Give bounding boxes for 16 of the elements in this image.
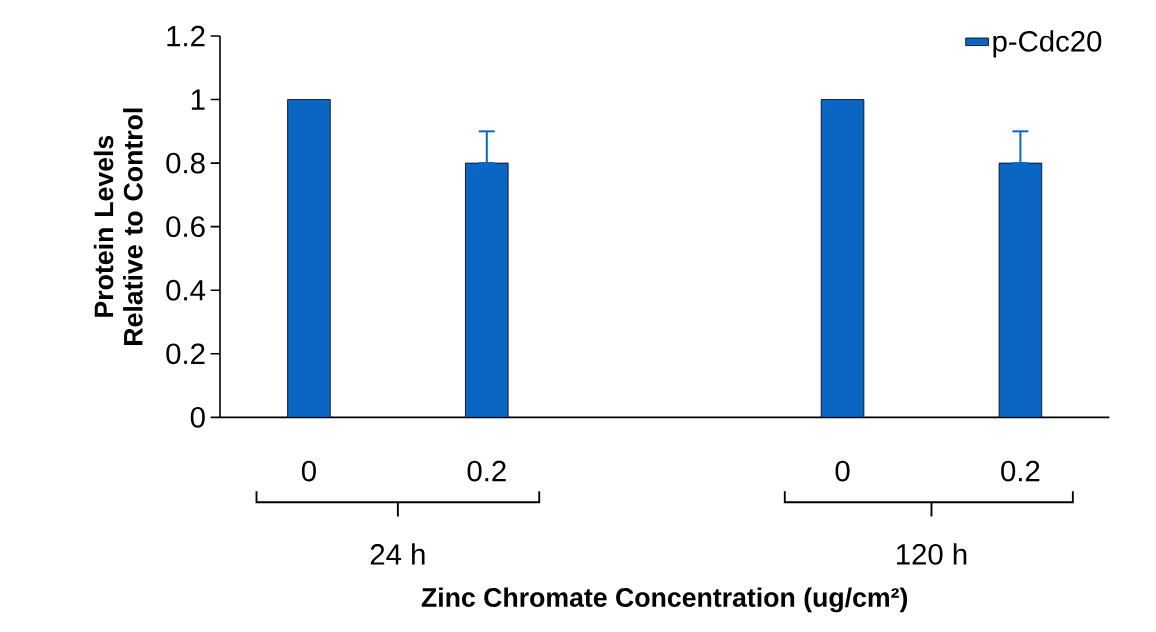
y-tick-label: 0.4 bbox=[166, 279, 206, 301]
y-tick-label: 1 bbox=[191, 89, 205, 110]
x-tick-label: 0 bbox=[301, 460, 316, 482]
y-tick-label: 0.8 bbox=[166, 152, 205, 174]
x-tick-label: 0 bbox=[835, 460, 850, 482]
y-axis-title: Protein Levels Relative to Control bbox=[93, 108, 143, 345]
text: 24 h bbox=[370, 543, 425, 565]
y-tick-label: 1.2 bbox=[167, 25, 205, 47]
x-axis-title: Zinc Chromate Concentration (ug/cm²) bbox=[421, 587, 908, 613]
legend-label: p-Cdc20 bbox=[993, 30, 1102, 58]
text: 120 h bbox=[897, 543, 967, 565]
x-tick-label: 0.2 bbox=[467, 460, 506, 482]
x-tick-label: 0.2 bbox=[1001, 460, 1040, 482]
y-tick-label: 0 bbox=[190, 406, 205, 428]
y-tick-label: 0.2 bbox=[166, 343, 205, 365]
y-tick-label: 0.6 bbox=[166, 216, 205, 238]
